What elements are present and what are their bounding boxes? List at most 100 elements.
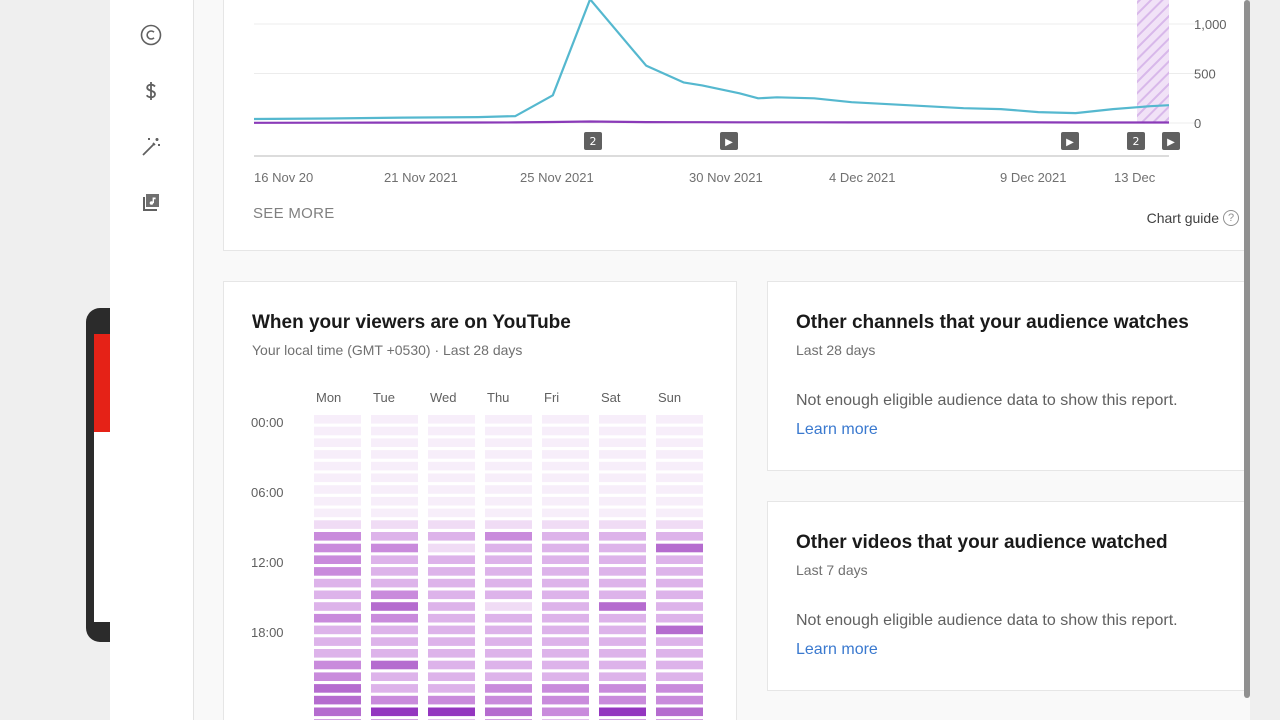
heatmap-cell [428, 602, 475, 611]
heatmap-cell [485, 450, 532, 459]
heatmap-cell [542, 660, 589, 670]
heatmap-cell [542, 578, 589, 588]
heatmap-cell [371, 415, 418, 424]
heatmap-cell [428, 590, 475, 600]
heatmap-cell [371, 578, 418, 588]
heatmap-cell [371, 555, 418, 564]
heatmap-cell [371, 707, 418, 717]
event-count-marker[interactable]: 2 [584, 132, 602, 150]
heatmap-cell [542, 555, 589, 564]
audio-library-icon[interactable] [138, 190, 164, 216]
heatmap-cell [428, 450, 475, 459]
x-tick-label: 13 Dec [1114, 170, 1156, 185]
see-more-button[interactable]: SEE MORE [253, 205, 335, 222]
heatmap-cell [314, 567, 361, 576]
y-tick-label: 0 [1194, 116, 1201, 131]
heatmap-cell [542, 508, 589, 518]
heatmap-cell [542, 672, 589, 681]
heatmap-cell [428, 520, 475, 529]
heatmap-cell [485, 578, 532, 588]
heatmap-cell [656, 695, 703, 705]
heatmap-cell [542, 520, 589, 529]
heatmap-cell [656, 543, 703, 553]
heatmap-cell [656, 625, 703, 635]
heatmap-cell [542, 532, 589, 541]
heatmap-cell [428, 625, 475, 635]
heatmap-cell [428, 567, 475, 576]
heatmap-cell [542, 613, 589, 623]
video-published-marker[interactable]: ▶ [1061, 132, 1079, 150]
heatmap-cell [485, 695, 532, 705]
magic-wand-icon[interactable] [138, 134, 164, 160]
heatmap-cell [314, 508, 361, 518]
views-chart-card: 0 500 1,000 2 ▶ ▶ 2 ▶ 16 Nov 20 21 Nov 2021 25 Nov… [223, 0, 1250, 251]
heatmap-cell [314, 684, 361, 693]
heatmap-cell [428, 660, 475, 670]
heatmap-cell [485, 520, 532, 529]
heatmap-cell [428, 473, 475, 483]
day-label: Tue [373, 390, 395, 405]
heatmap-cell [599, 590, 646, 600]
heatmap-cell [371, 695, 418, 705]
heatmap-cell [314, 532, 361, 541]
heatmap-cell [485, 590, 532, 600]
heatmap-cell [371, 637, 418, 646]
heatmap-cell [371, 485, 418, 494]
heatmap-cell [656, 637, 703, 646]
heatmap-cell [656, 508, 703, 518]
heatmap-cell [599, 508, 646, 518]
page-scrollbar[interactable] [1244, 0, 1250, 698]
event-count-marker[interactable]: 2 [1127, 132, 1145, 150]
heatmap-cell [599, 532, 646, 541]
heatmap-cell [314, 485, 361, 494]
heatmap-cell [314, 555, 361, 564]
dollar-icon[interactable] [138, 78, 164, 104]
heatmap-cell [314, 426, 361, 436]
heatmap-cell [656, 613, 703, 623]
hour-label: 18:00 [251, 625, 284, 640]
heatmap-cell [599, 684, 646, 693]
video-published-marker[interactable]: ▶ [1162, 132, 1180, 150]
other-channels-message: Not enough eligible audience data to sho… [796, 392, 1178, 409]
heatmap-cell [428, 426, 475, 436]
heatmap-cell [371, 672, 418, 681]
heatmap-cell [599, 567, 646, 576]
heatmap-cell [656, 602, 703, 611]
heatmap-cell [599, 637, 646, 646]
heatmap-title: When your viewers are on YouTube [252, 312, 571, 333]
heatmap-cell [314, 496, 361, 506]
x-tick-label: 30 Nov 2021 [689, 170, 763, 185]
other-channels-learn-more-link[interactable]: Learn more [796, 421, 878, 438]
heatmap-cell [371, 426, 418, 436]
heatmap-cell [485, 707, 532, 717]
other-videos-learn-more-link[interactable]: Learn more [796, 641, 878, 658]
heatmap-cell [656, 496, 703, 506]
heatmap-cell [428, 461, 475, 471]
x-tick-label: 9 Dec 2021 [1000, 170, 1067, 185]
heatmap-cell [599, 672, 646, 681]
views-line-chart: 0 500 1,000 2 ▶ ▶ 2 ▶ 16 Nov 20 21 Nov 2021 25 Nov… [253, 0, 1227, 185]
svg-text:▶: ▶ [725, 137, 733, 148]
heatmap-cell [656, 578, 703, 588]
series-line-1 [253, 0, 1170, 121]
heatmap-cell [371, 660, 418, 670]
other-channels-subtitle: Last 28 days [796, 342, 876, 358]
day-label: Sun [658, 390, 681, 405]
heatmap-cell [485, 637, 532, 646]
y-tick-label: 1,000 [1194, 17, 1227, 32]
heatmap-cell [656, 590, 703, 600]
x-tick-label: 25 Nov 2021 [520, 170, 594, 185]
chart-guide-link[interactable]: Chart guide ? [1147, 210, 1239, 226]
heatmap-cell [542, 590, 589, 600]
heatmap-cell [599, 613, 646, 623]
x-tick-label: 21 Nov 2021 [384, 170, 458, 185]
heatmap-cell [485, 649, 532, 658]
video-published-marker[interactable]: ▶ [720, 132, 738, 150]
heatmap-cell [314, 707, 361, 717]
heatmap-cell [371, 438, 418, 447]
heatmap-cell [542, 415, 589, 424]
copyright-icon[interactable] [138, 22, 164, 48]
heatmap-cell [599, 461, 646, 471]
heatmap-cell [656, 649, 703, 658]
heatmap-cell [656, 415, 703, 424]
